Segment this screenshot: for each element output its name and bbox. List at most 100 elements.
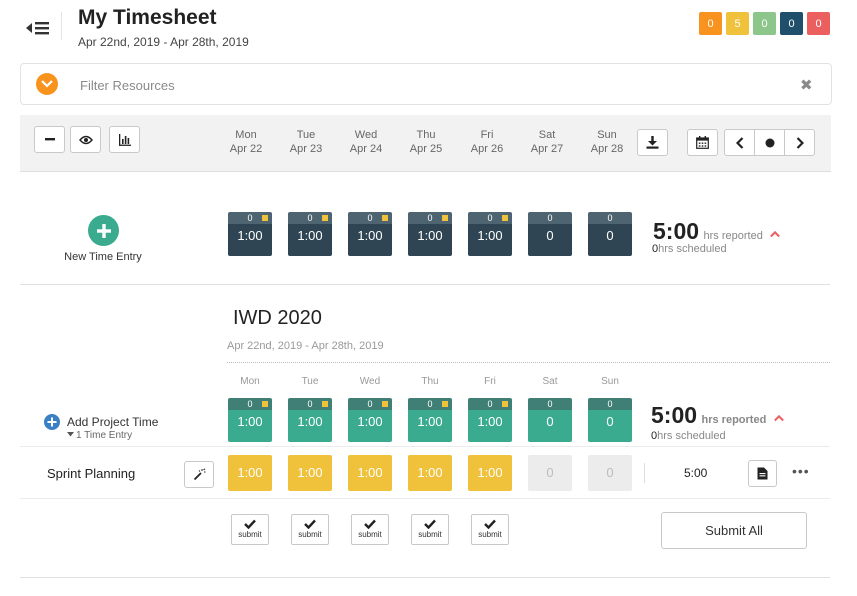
status-badge-red[interactable]: 0 (807, 12, 830, 35)
submit-day-button[interactable]: submit (231, 514, 269, 545)
summary-total-hours: 5:00 (653, 218, 700, 244)
minus-icon (44, 138, 55, 141)
next-week-button[interactable] (784, 129, 815, 156)
status-badges: 0 5 0 0 0 (699, 12, 830, 35)
section-divider (20, 284, 830, 285)
collapse-menu-icon[interactable] (26, 19, 52, 37)
add-project-time-label[interactable]: Add Project Time (67, 415, 159, 429)
project-day-label: Mon (240, 376, 260, 387)
time-entry-count[interactable]: 1 Time Entry (67, 430, 132, 441)
chevron-left-icon (735, 136, 743, 149)
caret-up-icon[interactable] (773, 413, 784, 423)
new-time-entry-icon[interactable] (88, 215, 119, 246)
project-day-block[interactable]: 0 1:00 (228, 398, 272, 442)
eye-icon (78, 135, 93, 144)
status-badge-green[interactable]: 0 (753, 12, 776, 35)
project-day-label: Wed (359, 376, 381, 387)
summary-day-block[interactable]: 0 1:00 (408, 212, 452, 256)
project-day-label: Sun (601, 376, 619, 387)
summary-day-block[interactable]: 0 0 (528, 212, 572, 256)
filter-resources-input[interactable] (80, 75, 760, 95)
project-total-unit: hrs reported (701, 414, 767, 426)
project-day-block[interactable]: 0 0 (588, 398, 632, 442)
summary-day-block[interactable]: 0 1:00 (288, 212, 332, 256)
hour-cell[interactable]: 1:00 (408, 455, 452, 491)
view-button[interactable] (70, 126, 101, 153)
caret-up-icon[interactable] (770, 229, 781, 239)
collapse-all-button[interactable] (34, 126, 65, 153)
project-day-block[interactable]: 0 0 (528, 398, 572, 442)
submit-day-button[interactable]: submit (471, 514, 509, 545)
notes-button[interactable] (748, 460, 777, 487)
header-divider (61, 12, 62, 40)
project-day-block[interactable]: 0 1:00 (288, 398, 332, 442)
hour-cell[interactable]: 1:00 (228, 455, 272, 491)
hour-cell[interactable]: 0 (528, 455, 572, 491)
project-day-block[interactable]: 0 1:00 (408, 398, 452, 442)
project-day-block[interactable]: 0 1:00 (348, 398, 392, 442)
project-title: IWD 2020 (233, 307, 322, 329)
checkmark-icon (424, 519, 436, 529)
project-day-label: Fri (484, 376, 496, 387)
hour-cell[interactable]: 1:00 (468, 455, 512, 491)
calendar-icon (696, 136, 709, 149)
chevron-right-icon (796, 136, 804, 149)
add-project-time-icon[interactable] (44, 414, 60, 430)
auto-fill-button[interactable] (184, 461, 214, 488)
summary-day-block[interactable]: 0 1:00 (228, 212, 272, 256)
download-icon (646, 136, 659, 149)
day-header: Fri Apr 26 (470, 129, 504, 155)
status-badge-yellow[interactable]: 5 (726, 12, 749, 35)
hour-cell[interactable]: 1:00 (348, 455, 392, 491)
summary-day-block[interactable]: 0 0 (588, 212, 632, 256)
summary-scheduled: 0hrs scheduled (652, 243, 727, 255)
checkmark-icon (244, 519, 256, 529)
page-title: My Timesheet (78, 6, 217, 29)
hour-cell[interactable]: 0 (588, 455, 632, 491)
task-total: 5:00 (684, 466, 708, 480)
project-day-label: Tue (301, 376, 319, 387)
row-divider (20, 446, 830, 447)
prev-week-button[interactable] (724, 129, 755, 156)
project-day-block[interactable]: 0 1:00 (468, 398, 512, 442)
more-options-icon[interactable]: ••• (792, 463, 810, 479)
task-total-divider (644, 463, 645, 483)
day-header: Thu Apr 25 (409, 129, 443, 155)
new-time-entry-label[interactable]: New Time Entry (64, 251, 142, 263)
close-icon[interactable]: ✖ (800, 77, 813, 94)
bar-chart-icon (118, 133, 131, 146)
project-day-label: Thu (421, 376, 439, 387)
project-total-hours: 5:00 (651, 402, 698, 428)
checkmark-icon (484, 519, 496, 529)
summary-day-block[interactable]: 0 1:00 (468, 212, 512, 256)
submit-day-button[interactable]: submit (351, 514, 389, 545)
timesheet-toolbar: Mon Apr 22 Tue Apr 23 Wed Apr 24 Thu Apr 25 … (20, 115, 831, 172)
download-button[interactable] (637, 129, 668, 156)
page-date-range: Apr 22nd, 2019 - Apr 28th, 2019 (78, 35, 249, 49)
project-divider (227, 362, 830, 363)
caret-down-icon (67, 432, 74, 437)
hour-cell[interactable]: 1:00 (288, 455, 332, 491)
section-divider (20, 577, 830, 578)
week-nav (724, 129, 815, 156)
checkmark-icon (364, 519, 376, 529)
day-header: Wed Apr 24 (349, 129, 383, 155)
project-day-label: Sat (542, 376, 558, 387)
calendar-button[interactable] (687, 129, 718, 156)
current-week-button[interactable] (754, 129, 785, 156)
submit-day-button[interactable]: submit (291, 514, 329, 545)
dot-icon (765, 138, 774, 147)
summary-day-block[interactable]: 0 1:00 (348, 212, 392, 256)
filter-bar: ✖ (20, 63, 832, 105)
status-badge-orange[interactable]: 0 (699, 12, 722, 35)
submit-all-button[interactable]: Submit All (661, 512, 807, 549)
status-badge-navy[interactable]: 0 (780, 12, 803, 35)
day-header: Sun Apr 28 (590, 129, 624, 155)
project-date-range: Apr 22nd, 2019 - Apr 28th, 2019 (227, 340, 384, 352)
day-header: Tue Apr 23 (289, 129, 323, 155)
chart-button[interactable] (109, 126, 140, 153)
chevron-down-circle-icon[interactable] (36, 73, 58, 95)
project-total: 5:00 hrs reported (651, 402, 784, 429)
checkmark-icon (304, 519, 316, 529)
submit-day-button[interactable]: submit (411, 514, 449, 545)
